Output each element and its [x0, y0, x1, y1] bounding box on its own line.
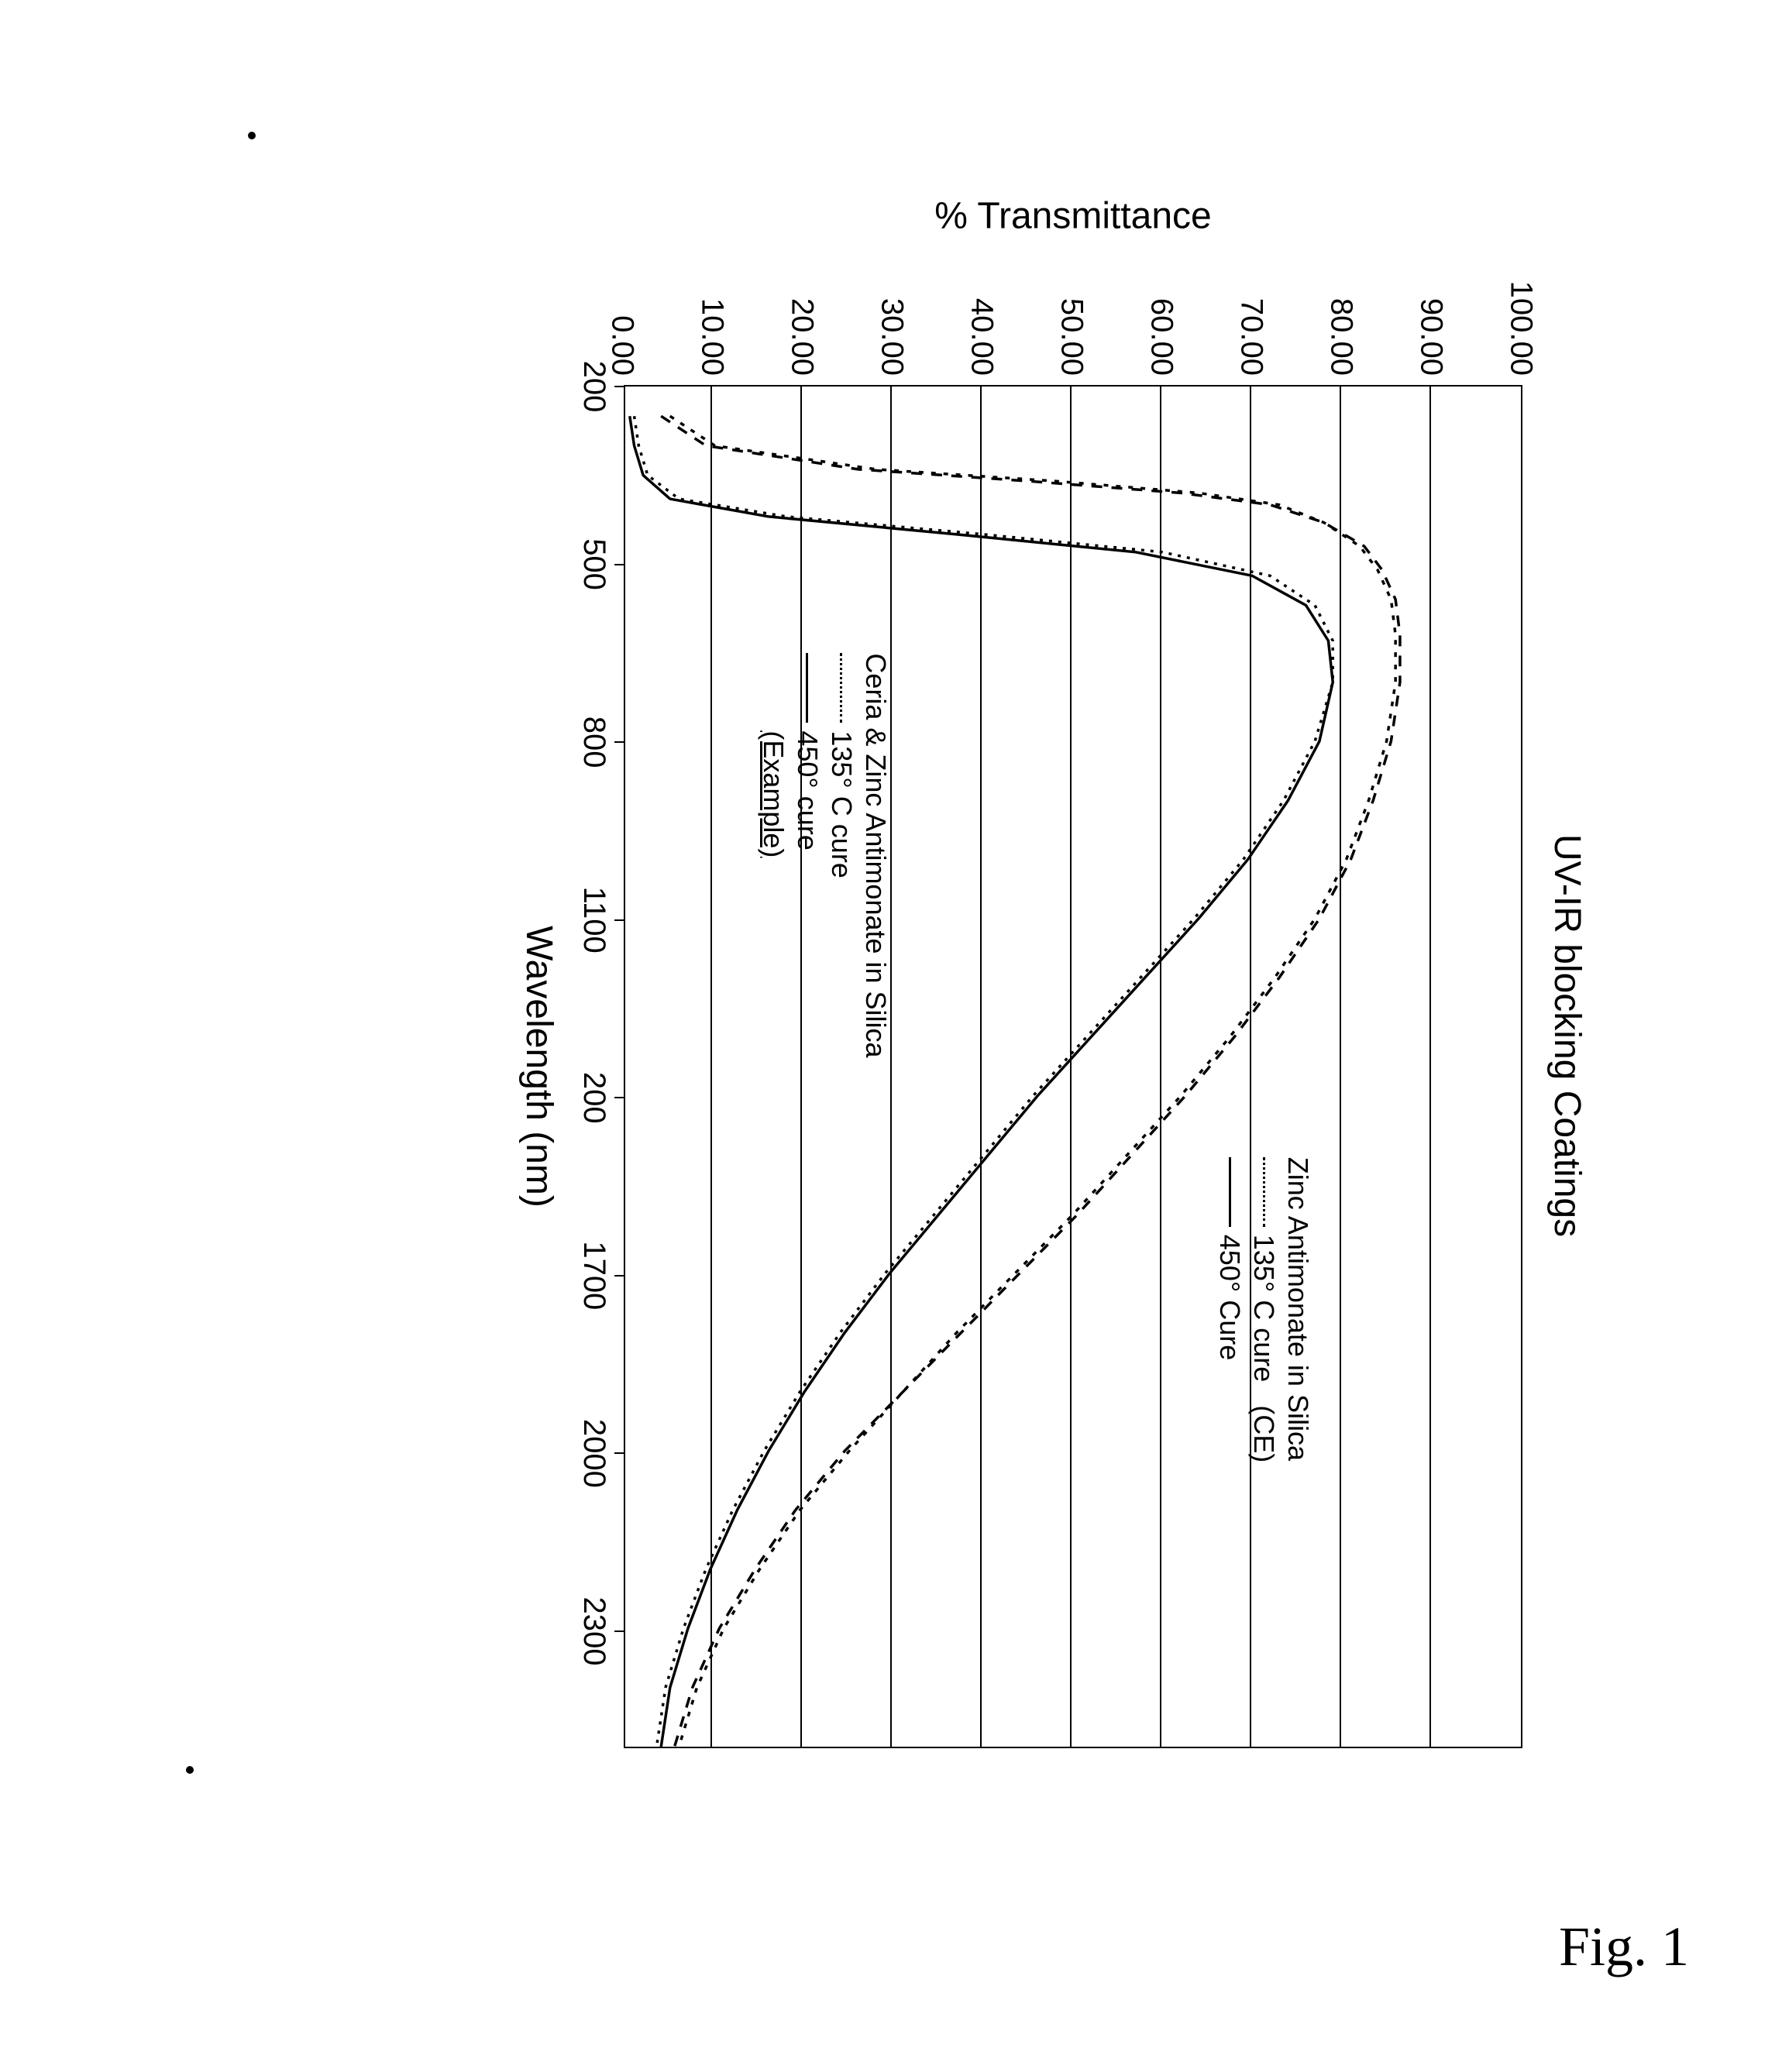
chart-series-svg — [625, 387, 1521, 1747]
x-tick-mark — [614, 1452, 625, 1454]
x-tick-label: 1100 — [576, 887, 611, 954]
legend-label: 450° cure — [791, 730, 824, 850]
x-tick-label: 200 — [576, 361, 611, 413]
x-tick-label: 2300 — [576, 1596, 611, 1665]
legend-title: Ceria & Zinc Antimonate in Silica — [859, 653, 892, 1057]
x-tick-mark — [614, 1630, 625, 1632]
legend-note: (CE) — [1247, 1405, 1280, 1462]
legend-row: 135° C cure — [825, 653, 858, 1057]
legend-swatch — [1229, 1157, 1231, 1227]
chart-container: UV-IR blocking Coatings % Transmittance … — [194, 184, 1588, 1888]
y-tick-label: 100.00 — [1504, 281, 1539, 387]
legend-label: 135° C cure — [1247, 1235, 1280, 1383]
y-tick-label: 70.00 — [1234, 298, 1269, 387]
x-tick-label: 500 — [576, 538, 611, 590]
series-line — [661, 416, 1400, 1747]
legend-swatch — [841, 653, 843, 723]
chart-title: UV-IR blocking Coatings — [1546, 184, 1588, 1888]
x-tick-label: 1700 — [576, 1241, 611, 1310]
legend-title: Zinc Antimonate in Silica — [1281, 1157, 1314, 1463]
x-tick-mark — [614, 1097, 625, 1098]
legend-label: 450° Cure — [1213, 1235, 1246, 1361]
series-line — [630, 416, 1333, 1747]
y-tick-label: 40.00 — [965, 298, 999, 387]
y-tick-label: 80.00 — [1324, 298, 1359, 387]
legend-swatch — [807, 653, 809, 723]
y-tick-label: 60.00 — [1144, 298, 1179, 387]
page-root: UV-IR blocking Coatings % Transmittance … — [0, 0, 1782, 2072]
y-tick-label: 20.00 — [785, 298, 820, 387]
chart-legend: Zinc Antimonate in Silica135° C cure (CE… — [1212, 1157, 1314, 1463]
scan-speck — [248, 132, 256, 139]
y-tick-label: 90.00 — [1414, 298, 1449, 387]
chart-legend: Ceria & Zinc Antimonate in Silica135° C … — [757, 653, 892, 1057]
legend-row: 450° cure — [791, 653, 824, 1057]
x-tick-label: 2000 — [576, 1419, 611, 1488]
figure-caption: Fig. 1 — [1559, 1915, 1689, 1979]
y-tick-label: 10.00 — [695, 298, 730, 387]
x-tick-mark — [614, 919, 625, 921]
y-tick-label: 50.00 — [1054, 298, 1089, 387]
legend-note: (Example) — [757, 730, 790, 1057]
x-tick-mark — [614, 564, 625, 565]
y-tick-label: 30.00 — [875, 298, 910, 387]
y-axis-label: % Transmittance — [934, 195, 1211, 238]
legend-row: 450° Cure — [1213, 1157, 1246, 1463]
chart-plot-area: % Transmittance Wavelength (nm) 0.0010.0… — [624, 385, 1522, 1748]
x-tick-label: 800 — [576, 716, 611, 768]
scan-speck — [186, 1766, 194, 1774]
x-tick-label: 200 — [576, 1072, 611, 1124]
x-tick-mark — [614, 741, 625, 743]
legend-swatch — [1263, 1157, 1265, 1227]
x-tick-mark — [614, 386, 625, 387]
legend-row: 135° C cure (CE) — [1247, 1157, 1280, 1463]
series-line — [635, 416, 1333, 1747]
legend-label: 135° C cure — [825, 730, 858, 878]
x-tick-mark — [614, 1275, 625, 1277]
series-line — [670, 416, 1395, 1747]
x-axis-label: Wavelength (nm) — [518, 926, 560, 1208]
